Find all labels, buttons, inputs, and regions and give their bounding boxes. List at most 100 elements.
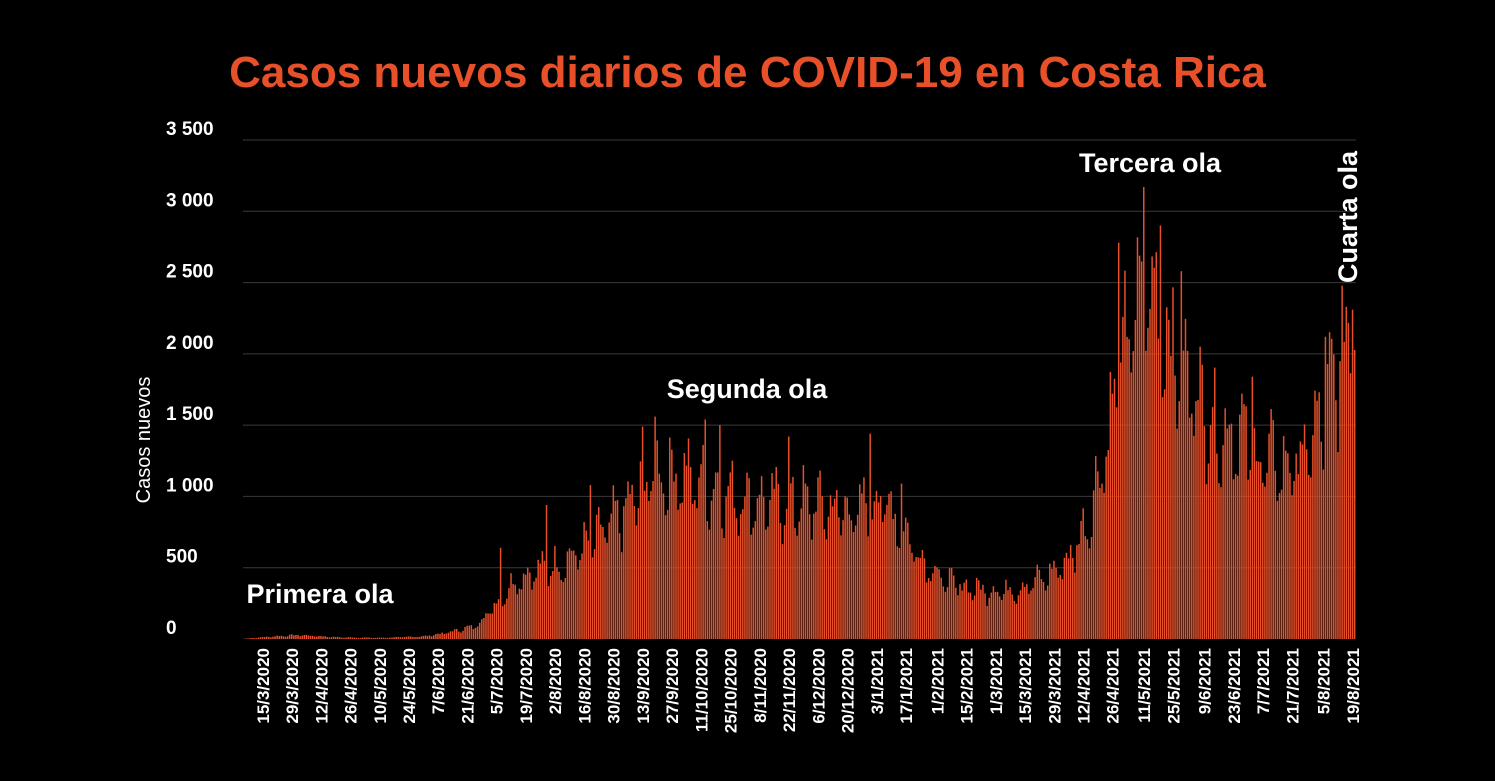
bar bbox=[606, 542, 608, 639]
bar bbox=[1046, 585, 1049, 639]
bar bbox=[1067, 558, 1070, 639]
bar bbox=[790, 483, 792, 639]
bar bbox=[1063, 557, 1066, 639]
bar bbox=[263, 636, 266, 639]
bar bbox=[437, 633, 439, 639]
bar bbox=[1015, 603, 1018, 639]
bar bbox=[1253, 428, 1256, 639]
bar bbox=[1086, 539, 1089, 639]
bar bbox=[762, 497, 765, 639]
bar bbox=[364, 637, 366, 639]
x-tick-label: 2/8/2020 bbox=[546, 648, 565, 714]
bar bbox=[673, 481, 675, 639]
bar bbox=[345, 637, 347, 639]
bar bbox=[385, 637, 387, 639]
bar bbox=[405, 636, 408, 639]
annotation-tercera-ola: Tercera ola bbox=[1079, 148, 1222, 178]
x-axis-ticks: 15/3/2020 29/3/2020 12/4/2020 26/4/2020 10/5… bbox=[254, 648, 1363, 733]
bar bbox=[470, 625, 473, 639]
bar bbox=[1291, 495, 1293, 639]
bar bbox=[558, 571, 560, 639]
bar bbox=[856, 514, 859, 639]
bar bbox=[1003, 594, 1005, 639]
bar bbox=[579, 560, 581, 639]
bar bbox=[1111, 393, 1114, 639]
bar bbox=[608, 522, 610, 639]
bar bbox=[685, 465, 688, 639]
bar bbox=[435, 634, 437, 639]
bar bbox=[746, 472, 748, 639]
bar bbox=[1234, 473, 1237, 639]
bar bbox=[1226, 428, 1229, 639]
bar bbox=[950, 567, 953, 639]
bar bbox=[700, 464, 702, 639]
bar bbox=[1174, 375, 1176, 639]
x-tick-label: 8/11/2020 bbox=[751, 648, 770, 723]
bar bbox=[898, 548, 901, 639]
bar bbox=[1218, 483, 1220, 639]
bar bbox=[570, 550, 573, 639]
bar bbox=[735, 518, 738, 639]
bar bbox=[1099, 487, 1101, 639]
bar bbox=[717, 472, 719, 639]
bar bbox=[288, 634, 291, 639]
bar bbox=[840, 535, 842, 639]
bar bbox=[349, 637, 351, 639]
bar bbox=[483, 617, 485, 639]
bar bbox=[1038, 569, 1041, 639]
bar bbox=[1076, 545, 1078, 639]
bar bbox=[990, 592, 993, 639]
bar bbox=[433, 635, 435, 639]
bar bbox=[297, 635, 299, 639]
bar bbox=[648, 500, 650, 639]
bar bbox=[1205, 484, 1208, 639]
bar bbox=[499, 547, 502, 639]
bar bbox=[1023, 586, 1026, 639]
bar bbox=[1316, 400, 1318, 639]
bar bbox=[1120, 362, 1122, 639]
bar bbox=[1011, 594, 1013, 639]
bar bbox=[476, 626, 479, 639]
bar bbox=[1193, 435, 1195, 639]
bar bbox=[879, 495, 882, 639]
x-tick-label: 5/8/2021 bbox=[1315, 648, 1334, 714]
bar bbox=[1069, 544, 1072, 639]
bar bbox=[1285, 450, 1287, 639]
annotation-cuarta-ola: Cuarta ola bbox=[1333, 150, 1363, 283]
y-tick-label: 1 500 bbox=[166, 404, 214, 425]
bar bbox=[595, 514, 598, 639]
bar bbox=[516, 594, 519, 639]
bar bbox=[270, 637, 272, 639]
bar bbox=[1224, 408, 1226, 639]
bar bbox=[992, 586, 995, 639]
bar bbox=[694, 500, 696, 639]
bar bbox=[996, 591, 999, 639]
bar bbox=[739, 514, 742, 639]
bar bbox=[1310, 477, 1312, 639]
bar bbox=[1195, 401, 1197, 639]
bar bbox=[522, 573, 525, 639]
bar bbox=[691, 503, 694, 639]
bar bbox=[631, 484, 633, 639]
y-tick-label: 0 bbox=[166, 618, 177, 639]
bar bbox=[420, 636, 422, 639]
bar bbox=[641, 426, 644, 639]
bar bbox=[714, 472, 717, 639]
bar bbox=[393, 637, 395, 639]
bar bbox=[1180, 271, 1183, 639]
bar bbox=[564, 578, 567, 639]
bar bbox=[813, 513, 815, 639]
bar bbox=[458, 631, 460, 639]
bar bbox=[616, 500, 619, 639]
bar bbox=[1320, 441, 1322, 639]
bar bbox=[403, 637, 406, 639]
bar bbox=[1241, 393, 1243, 639]
bar bbox=[1161, 397, 1164, 639]
bar bbox=[1082, 508, 1084, 639]
bar bbox=[932, 573, 934, 639]
bar bbox=[610, 513, 613, 639]
bar bbox=[1124, 270, 1126, 639]
bar bbox=[859, 484, 861, 639]
bar bbox=[1026, 584, 1028, 639]
bar bbox=[754, 521, 757, 639]
